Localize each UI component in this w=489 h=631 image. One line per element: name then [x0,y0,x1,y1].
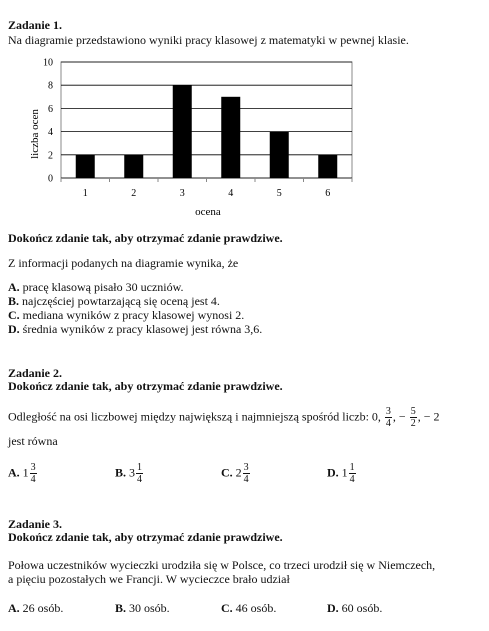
task1-stem: Z informacji podanych na diagramie wynik… [8,256,239,270]
x-axis-label: ocena [195,206,221,218]
option-letter: A. [8,280,20,294]
task2-instruction: Dokończ zdanie tak, aby otrzymać zdanie … [8,379,283,393]
task1-option-a[interactable]: A. pracę klasową pisało 30 uczniów. [8,280,184,294]
bar [269,131,289,178]
task3-option-b[interactable]: B. 30 osób. [115,601,170,615]
task3-option-a[interactable]: A. 26 osób. [8,601,64,615]
y-tick-label: 2 [48,150,53,161]
x-tick-label: 6 [325,188,330,199]
task1-option-b[interactable]: B. najczęściej powtarzającą się oceną je… [8,294,220,308]
x-tick-label: 4 [228,188,233,199]
bar [124,154,144,178]
y-tick-label: 0 [48,174,53,185]
x-tick-label: 3 [180,188,185,199]
task1-title: Zadanie 1. [8,18,63,32]
x-tick-label: 1 [83,188,88,199]
task3-title: Zadanie 3. [8,517,63,531]
task2-stem-end: jest równa [8,434,58,448]
task2-title: Zadanie 2. [8,366,63,380]
bar [172,85,192,178]
option-letter: B. [8,294,20,308]
bar [318,154,338,178]
x-tick-label: 5 [277,188,282,199]
task1-option-c[interactable]: C. mediana wyników z pracy klasowej wyno… [8,308,244,322]
x-tick-label: 2 [131,188,136,199]
plot-frame [60,61,353,179]
y-axis-label: liczba ocen [29,109,41,159]
option-text: średnia wyników z pracy klasowej jest ró… [22,322,263,336]
y-tick-label: 8 [48,81,53,92]
y-tick-label: 4 [48,127,53,138]
option-text: najczęściej powtarzającą się oceną jest … [22,294,220,308]
task1-intro: Na diagramie przedstawiono wyniki pracy … [8,33,409,47]
task2-stem-start: Odległość na osi liczbowej między najwię… [8,409,381,424]
option-text: pracę klasową pisało 30 uczniów. [22,280,184,294]
task3-option-c[interactable]: C. 46 osób. [221,601,277,615]
y-tick-label: 10 [43,58,53,69]
number-minus-two: − 2 [423,409,440,424]
option-letter: C. [8,308,20,322]
task3-instruction: Dokończ zdanie tak, aby otrzymać zdanie … [8,530,283,544]
y-tick-label: 6 [48,104,53,115]
task1-instruction: Dokończ zdanie tak, aby otrzymać zdanie … [8,231,283,245]
bar [75,154,95,178]
option-text: mediana wyników z pracy klasowej wynosi … [22,308,245,322]
task1-option-d[interactable]: D. średnia wyników z pracy klasowej jest… [8,322,262,336]
task2-stem: Odległość na osi liczbowej między najwię… [8,406,440,429]
task3-stem-line2: a pięciu pozostałych we Francji. W wycie… [8,572,290,586]
bar [221,96,241,178]
task3-option-d[interactable]: D. 60 osób. [327,601,383,615]
task3-stem-line1: Połowa uczestników wycieczki urodziła si… [8,558,436,572]
option-letter: D. [8,322,20,336]
